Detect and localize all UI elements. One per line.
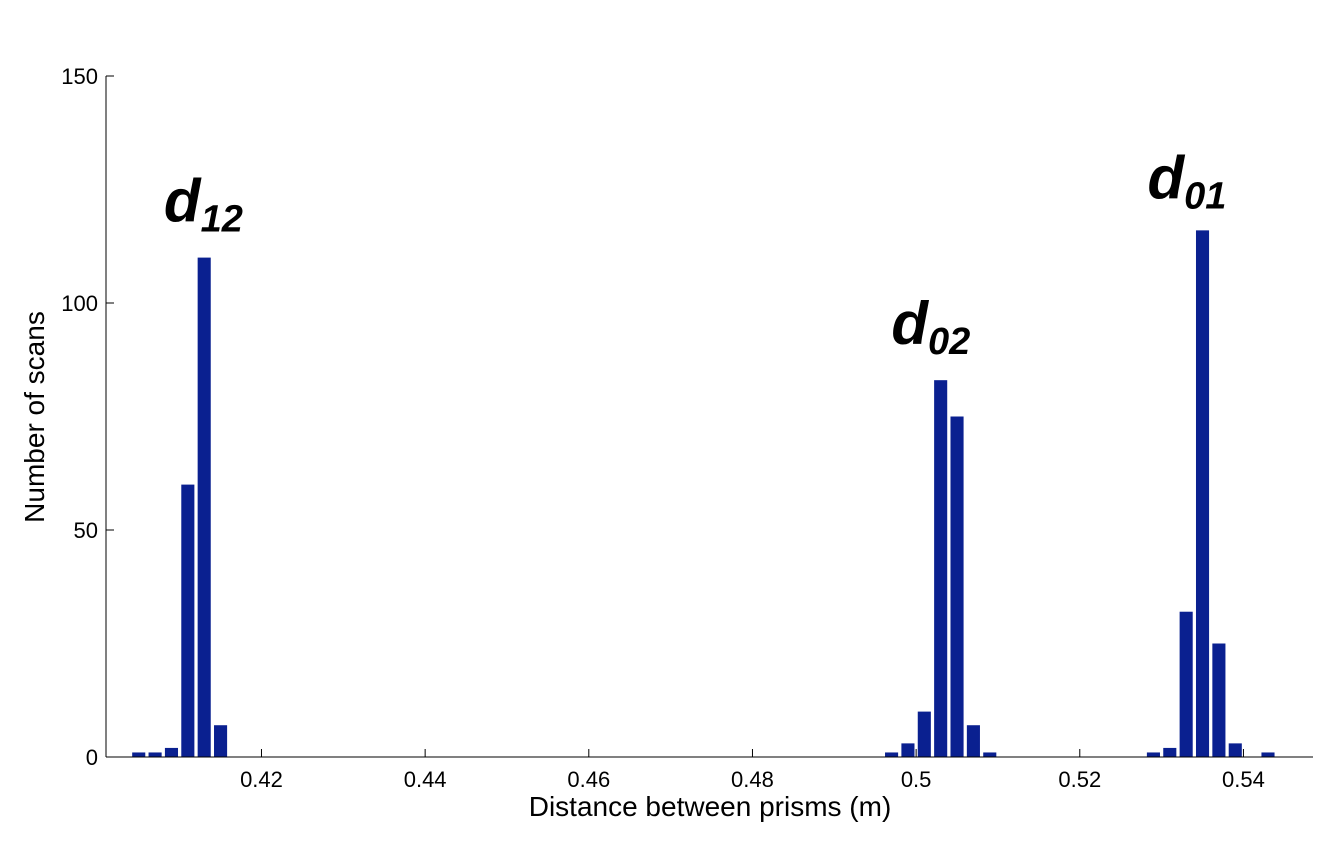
- histogram-bar: [901, 743, 915, 757]
- bars-group: [132, 230, 1275, 758]
- axes-group: 0.42 0.44 0.46 0.48 0.5 0.52 0.54 0 50 100 150: [61, 64, 1313, 792]
- y-tick-label: 100: [61, 291, 98, 316]
- histogram-bar: [1163, 747, 1177, 757]
- peak-annotation: d01: [1148, 145, 1227, 218]
- annotation-subscript: 12: [201, 198, 243, 240]
- y-tick-label: 0: [86, 745, 98, 770]
- histogram-bar: [1261, 752, 1275, 757]
- annotation-main: d: [891, 290, 929, 357]
- histogram-bar: [214, 725, 228, 757]
- x-tick-label: 0.42: [240, 767, 283, 792]
- histogram-bar: [181, 484, 195, 757]
- histogram-bar: [934, 380, 948, 757]
- histogram-bar: [966, 725, 980, 757]
- histogram-bar: [132, 752, 146, 757]
- x-axis-label: Distance between prisms (m): [529, 791, 892, 822]
- histogram-bar: [164, 747, 179, 757]
- x-tick-label: 0.5: [901, 767, 932, 792]
- y-axis-label: Number of scans: [19, 311, 50, 523]
- x-tick-label: 0.52: [1058, 767, 1101, 792]
- x-tick-label: 0.54: [1222, 767, 1265, 792]
- annotation-subscript: 02: [928, 321, 970, 363]
- x-tick-label: 0.44: [404, 767, 447, 792]
- annotation-main: d: [164, 167, 202, 234]
- histogram-bar: [1146, 752, 1160, 757]
- y-tick-label: 150: [61, 64, 98, 89]
- histogram-bar: [917, 711, 931, 757]
- peak-annotation: d02: [891, 290, 970, 363]
- histogram-bar: [983, 752, 997, 757]
- histogram-bar: [148, 752, 162, 757]
- histogram-bar: [885, 752, 899, 757]
- x-tick-label: 0.46: [567, 767, 610, 792]
- histogram-bar: [950, 416, 964, 757]
- histogram-bar: [1195, 230, 1210, 758]
- y-tick-label: 50: [74, 518, 98, 543]
- x-tick-label: 0.48: [731, 767, 774, 792]
- peak-annotation: d12: [164, 167, 243, 240]
- histogram-bar: [1212, 643, 1226, 757]
- annotation-main: d: [1148, 145, 1186, 212]
- histogram-bar: [1179, 611, 1193, 757]
- histogram-bar: [1228, 743, 1242, 757]
- annotation-subscript: 01: [1184, 176, 1226, 218]
- histogram-bar: [197, 257, 211, 757]
